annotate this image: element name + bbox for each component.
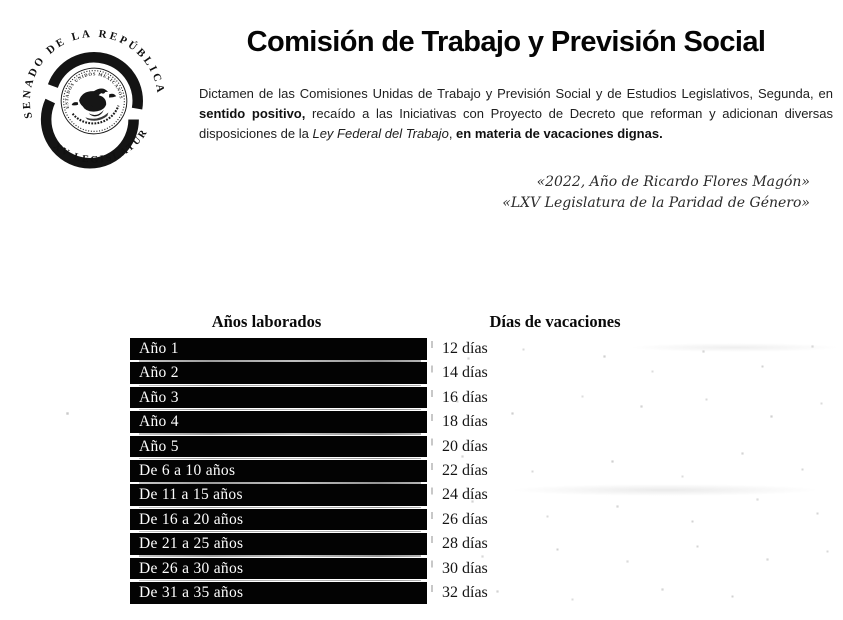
dictamen-bold-sentido: sentido positivo, [199, 106, 306, 121]
motto-year: «2022, Año de Ricardo Flores Magón» [536, 174, 810, 190]
table-row: Año 4 18 días [130, 411, 690, 435]
table-row: De 21 a 25 años 28 días [130, 533, 690, 557]
years-cell: Año 2 [130, 362, 427, 386]
days-cell: 26 días [442, 510, 488, 528]
eagle-emblem [71, 88, 117, 121]
days-cell: 14 días [442, 364, 488, 382]
dictamen-italic-law: Ley Federal del Trabajo [312, 126, 449, 141]
years-cell: Año 3 [130, 386, 427, 411]
years-cell: Año 4 [130, 411, 427, 435]
years-cell: De 6 a 10 años [130, 459, 427, 484]
years-cell: Año 5 [130, 435, 427, 459]
scan-smear [510, 484, 820, 496]
scan-smear [630, 343, 840, 352]
page-title: Comisión de Trabajo y Previsión Social [246, 26, 766, 58]
table-row: De 26 a 30 años 30 días [130, 557, 690, 582]
table-row: Año 5 20 días [130, 435, 690, 460]
table-row: De 31 a 35 años 32 días [130, 581, 690, 606]
table-row: Año 3 16 días [130, 386, 690, 411]
dictamen-text-1: Dictamen de las Comisiones Unidas de Tra… [199, 86, 833, 101]
years-cell: De 31 a 35 años [130, 581, 427, 604]
days-cell: 28 días [442, 535, 488, 553]
motto-legislature: «LXV Legislatura de la Paridad de Género… [502, 195, 810, 211]
table-row: De 11 a 15 años 24 días [130, 484, 690, 508]
seal-beaded-border [63, 70, 125, 132]
dictamen-text-2: recaído a las Iniciativas con Proyecto d… [199, 106, 833, 141]
days-cell: 20 días [442, 437, 488, 455]
scan-noise [0, 0, 1, 1]
vacations-table: Años laborados Días de vacaciones Año 1 … [130, 312, 690, 606]
years-cell: De 16 a 20 años [130, 508, 427, 532]
dictamen-bold-vacaciones: en materia de vacaciones dignas. [456, 126, 663, 141]
years-cell: Año 1 [130, 338, 427, 362]
days-cell: 12 días [442, 340, 488, 357]
days-cell: 18 días [442, 413, 488, 431]
days-cell: 22 días [442, 461, 488, 479]
table-edge-artifact [431, 341, 433, 604]
seal-ring-top-arc [47, 52, 143, 110]
years-cell: De 26 a 30 años [130, 557, 427, 581]
table-header-row: Años laborados Días de vacaciones [130, 312, 690, 338]
days-cell: 16 días [442, 388, 488, 406]
days-cell: 32 días [442, 583, 488, 601]
dictamen-text-3: , [448, 126, 457, 141]
seal-ring-bottom-arc [40, 98, 139, 169]
seal-laurel [71, 105, 120, 125]
table-row: Año 2 14 días [130, 362, 690, 386]
years-cell: De 11 a 15 años [130, 484, 427, 508]
table-row: De 16 a 20 años 26 días [130, 508, 690, 533]
dictamen-paragraph: Dictamen de las Comisiones Unidas de Tra… [199, 84, 833, 144]
senate-seal-logo: ESTADOS UNIDOS MEXICANOS SENADO DE LA RE… [8, 20, 167, 180]
days-cell: 24 días [442, 486, 488, 504]
table-row: Año 1 12 días [130, 338, 690, 362]
table-row: De 6 a 10 años 22 días [130, 459, 690, 484]
days-cell: 30 días [442, 559, 488, 577]
years-column-header: Años laborados [211, 312, 322, 331]
days-column-header: Días de vacaciones [489, 312, 621, 331]
years-cell: De 21 a 25 años [130, 533, 427, 557]
legislature-mottos: «2022, Año de Ricardo Flores Magón» «LXV… [502, 172, 810, 214]
